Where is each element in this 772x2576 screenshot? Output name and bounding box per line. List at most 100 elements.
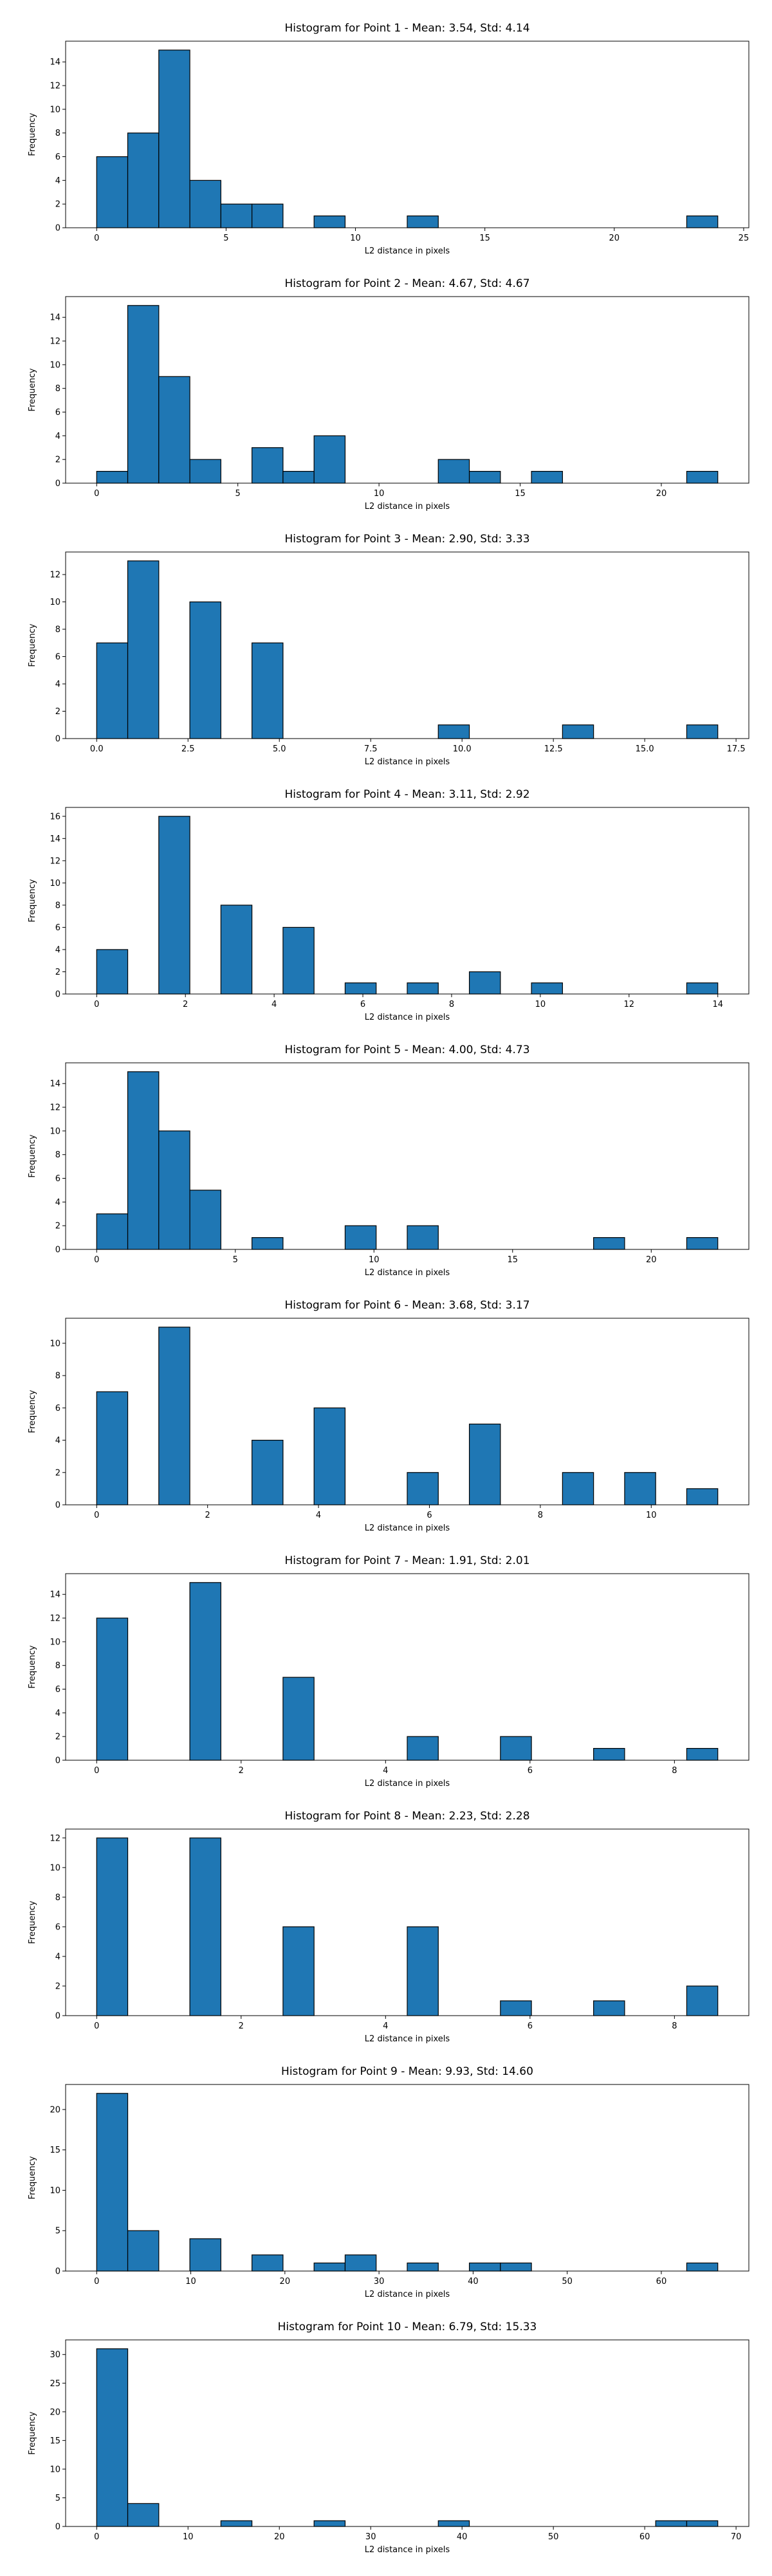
histogram-bar xyxy=(96,642,129,739)
histogram-bar xyxy=(189,1837,221,2016)
histogram-bar xyxy=(686,215,719,228)
y-tick-label: 4 xyxy=(55,1198,60,1208)
y-tick-label: 8 xyxy=(55,1150,60,1160)
y-tick-label: 2 xyxy=(55,968,60,977)
histogram-panel-9: Histogram for Point 9 - Mean: 9.93, Std:… xyxy=(28,2065,749,2299)
histogram-bar xyxy=(158,816,190,995)
histogram-bar xyxy=(313,1407,346,1505)
y-axis-label: Frequency xyxy=(28,368,37,411)
plot-frame xyxy=(65,807,749,995)
x-tick-label: 0 xyxy=(94,1766,99,1776)
histogram-bar xyxy=(96,1837,129,2016)
histogram-bar xyxy=(96,949,129,995)
x-tick-label: 2.5 xyxy=(181,744,195,754)
histogram-bar xyxy=(127,305,160,484)
y-tick-label: 12 xyxy=(50,337,60,347)
y-tick-label: 12 xyxy=(50,856,60,866)
histogram-bar xyxy=(407,215,439,228)
y-tick-label: 6 xyxy=(55,1922,60,1932)
histogram-bar xyxy=(189,459,221,484)
x-tick-label: 50 xyxy=(562,2277,573,2286)
histogram-bar xyxy=(220,905,253,995)
x-tick-label: 0.0 xyxy=(90,744,104,754)
y-tick-label: 2 xyxy=(55,200,60,210)
y-tick-label: 2 xyxy=(55,707,60,717)
histogram-bar xyxy=(686,470,719,484)
histogram-bar xyxy=(252,1237,284,1250)
x-axis-label: L2 distance in pixels xyxy=(365,2545,450,2555)
y-tick-label: 2 xyxy=(55,1222,60,1231)
y-tick-label: 6 xyxy=(55,408,60,418)
histogram-panel-1: Histogram for Point 1 - Mean: 3.54, Std:… xyxy=(28,22,749,256)
histogram-bar xyxy=(407,1926,439,2016)
y-tick-label: 5 xyxy=(55,2494,60,2503)
histogram-panel-7: Histogram for Point 7 - Mean: 1.91, Std:… xyxy=(28,1554,749,1789)
y-tick-label: 4 xyxy=(55,432,60,441)
y-tick-label: 8 xyxy=(55,1893,60,1902)
histogram-bar xyxy=(127,560,160,739)
y-tick-label: 8 xyxy=(55,901,60,910)
histogram-bar xyxy=(220,2520,253,2527)
y-tick-label: 15 xyxy=(50,2436,60,2446)
y-tick-label: 4 xyxy=(55,680,60,690)
histogram-bar xyxy=(252,642,284,739)
histogram-bar xyxy=(158,1327,190,1505)
y-tick-label: 5 xyxy=(55,2227,60,2236)
histogram-bar xyxy=(189,1190,221,1250)
y-axis-label: Frequency xyxy=(28,2411,37,2454)
plot-frame xyxy=(65,1062,749,1250)
y-tick-label: 10 xyxy=(50,1637,60,1647)
histogram-panel-2: Histogram for Point 2 - Mean: 4.67, Std:… xyxy=(28,277,749,511)
histogram-panel-4: Histogram for Point 4 - Mean: 3.11, Std:… xyxy=(28,788,749,1022)
y-tick-label: 10 xyxy=(50,1863,60,1873)
histogram-bar xyxy=(282,926,315,995)
x-axis-label: L2 distance in pixels xyxy=(365,1013,450,1022)
histogram-panel-3: Histogram for Point 3 - Mean: 2.90, Std:… xyxy=(28,533,749,767)
histogram-bar xyxy=(189,179,221,228)
histogram-bar xyxy=(437,459,470,484)
x-axis-label: L2 distance in pixels xyxy=(365,246,450,256)
chart-title: Histogram for Point 10 - Mean: 6.79, Std… xyxy=(278,2321,537,2333)
histogram-bar xyxy=(437,2520,470,2527)
histogram-bar xyxy=(686,2262,719,2272)
histogram-bar xyxy=(344,982,377,995)
x-tick-label: 17.5 xyxy=(727,744,746,754)
y-tick-label: 4 xyxy=(55,176,60,186)
y-tick-label: 0 xyxy=(55,2012,60,2021)
x-tick-label: 12.5 xyxy=(544,744,563,754)
histogram-bar xyxy=(127,2503,160,2527)
y-axis-label: Frequency xyxy=(28,1134,37,1177)
histogram-bar xyxy=(407,1736,439,1761)
histogram-panel-8: Histogram for Point 8 - Mean: 2.23, Std:… xyxy=(28,1810,749,2044)
histogram-bar xyxy=(407,1472,439,1505)
x-tick-label: 10.0 xyxy=(453,744,472,754)
histogram-bar xyxy=(686,1985,719,2016)
x-tick-label: 0 xyxy=(94,2021,99,2031)
histogram-bar xyxy=(282,470,315,484)
y-tick-label: 14 xyxy=(50,313,60,323)
y-tick-label: 15 xyxy=(50,2146,60,2155)
x-tick-label: 15 xyxy=(479,234,490,243)
x-axis-label: L2 distance in pixels xyxy=(365,502,450,511)
histogram-bar xyxy=(96,470,129,484)
x-axis-label: L2 distance in pixels xyxy=(365,1523,450,1533)
x-tick-label: 10 xyxy=(369,1255,380,1265)
x-tick-label: 20 xyxy=(280,2277,291,2286)
histogram-bar xyxy=(96,1617,129,1761)
histogram-bar xyxy=(96,156,129,228)
histogram-bar xyxy=(531,982,563,995)
x-tick-label: 2 xyxy=(205,1511,210,1520)
x-tick-label: 20 xyxy=(646,1255,657,1265)
y-tick-label: 2 xyxy=(55,455,60,465)
y-axis-label: Frequency xyxy=(28,113,37,156)
x-tick-label: 8 xyxy=(672,2021,677,2031)
y-tick-label: 12 xyxy=(50,571,60,580)
x-tick-label: 8 xyxy=(538,1511,543,1520)
histogram-bar xyxy=(313,215,346,228)
x-tick-label: 10 xyxy=(535,1000,546,1009)
histogram-bar xyxy=(655,2520,688,2527)
y-tick-label: 6 xyxy=(55,923,60,933)
x-axis-label: L2 distance in pixels xyxy=(365,1779,450,1789)
y-tick-label: 10 xyxy=(50,360,60,370)
